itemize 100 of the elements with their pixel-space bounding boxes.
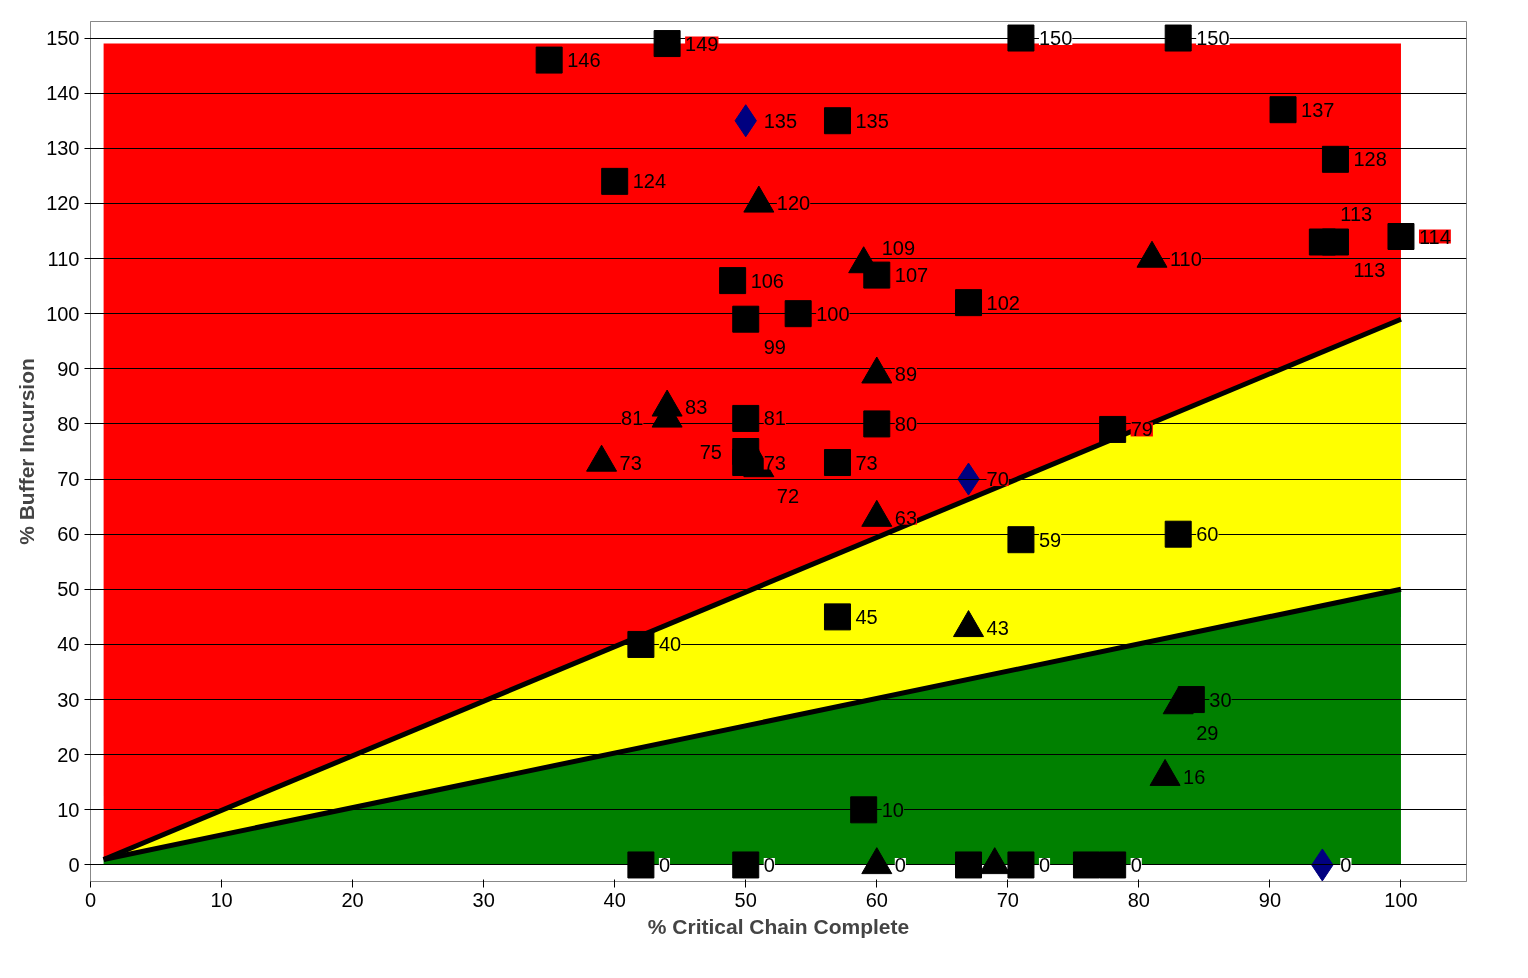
data-label: 73 [855, 451, 878, 474]
y-tick-label: 90 [57, 357, 80, 380]
point [1007, 851, 1035, 879]
point [1099, 851, 1127, 879]
data-label: 124 [632, 170, 667, 193]
data-label: 73 [763, 451, 786, 474]
point [1321, 145, 1349, 173]
point [1321, 228, 1349, 256]
y-axis-title: % Buffer Incursion [15, 358, 39, 545]
data-label: 150 [1196, 27, 1230, 50]
data-label: 16 [1183, 765, 1206, 788]
data-label: 0 [1340, 853, 1352, 876]
data-label: 120 [776, 192, 811, 215]
y-tick-label: 0 [68, 853, 80, 876]
y-tick-label: 100 [46, 302, 80, 325]
data-label: 113 [1340, 203, 1373, 226]
data-label: 102 [986, 291, 1020, 314]
data-label: 81 [763, 407, 786, 430]
data-label: 0 [1038, 853, 1051, 876]
data-label: 10 [881, 798, 904, 821]
point [955, 851, 983, 879]
point [732, 404, 760, 432]
point [732, 851, 760, 879]
data-label: 113 [1353, 259, 1386, 282]
point [1164, 520, 1192, 548]
point [535, 46, 563, 74]
data-label: 114 [1418, 225, 1451, 248]
data-label: 63 [894, 506, 918, 529]
data-label: 59 [1038, 528, 1062, 551]
y-tick-label: 140 [46, 82, 80, 105]
point [1072, 851, 1100, 879]
data-label: 72 [776, 485, 800, 508]
x-tick-label: 30 [472, 888, 495, 911]
point [1387, 223, 1415, 250]
data-label: 29 [1196, 722, 1219, 745]
y-tick-label: 130 [46, 137, 80, 160]
data-label: 73 [619, 451, 642, 474]
x-tick-label: 90 [1258, 888, 1282, 911]
data-label: 60 [1196, 523, 1219, 546]
data-label: 150 [1038, 27, 1073, 50]
y-tick-label: 60 [57, 523, 80, 546]
x-tick-label: 80 [1127, 888, 1151, 911]
y-tick-label: 120 [46, 192, 80, 215]
point [823, 603, 851, 631]
data-label: 135 [855, 109, 889, 132]
data-label: 99 [763, 336, 786, 359]
data-label: 106 [750, 269, 785, 292]
point [823, 107, 851, 135]
data-label: 137 [1301, 98, 1335, 121]
point [863, 410, 891, 438]
data-label: 81 [621, 407, 644, 430]
x-tick-label: 50 [734, 888, 757, 911]
data-label: 79 [1130, 418, 1153, 441]
y-tick-label: 40 [57, 633, 80, 656]
point [719, 267, 747, 295]
data-label: 89 [894, 363, 918, 386]
point [601, 167, 629, 195]
data-label: 107 [894, 264, 929, 287]
data-label: 83 [685, 396, 708, 419]
data-label: 80 [894, 412, 918, 435]
point [1007, 526, 1035, 554]
data-label: 30 [1209, 688, 1232, 711]
x-axis-title: % Critical Chain Complete [647, 914, 910, 938]
x-tick-label: 60 [865, 888, 888, 911]
y-tick-label: 50 [57, 578, 80, 601]
data-label: 149 [685, 32, 719, 55]
data-label: 128 [1353, 148, 1387, 171]
data-label: 43 [986, 616, 1009, 639]
x-tick-label: 20 [341, 888, 364, 911]
point [784, 300, 812, 328]
point [1164, 24, 1192, 52]
x-tick-label: 100 [1384, 888, 1418, 911]
data-label: 0 [1130, 853, 1142, 876]
point [627, 851, 655, 879]
data-label: 0 [763, 853, 775, 876]
x-tick-label: 0 [84, 888, 97, 911]
x-tick-label: 10 [210, 888, 233, 911]
point [653, 30, 681, 58]
y-tick-label: 110 [47, 247, 80, 270]
data-label: 109 [881, 237, 916, 260]
y-tick-label: 80 [57, 412, 80, 435]
data-label: 100 [816, 302, 850, 325]
point [823, 449, 851, 477]
data-label: 110 [1169, 247, 1202, 270]
data-label: 135 [763, 109, 798, 132]
point [955, 289, 983, 317]
y-tick-label: 150 [46, 27, 80, 50]
y-tick-label: 30 [57, 688, 80, 711]
y-tick-label: 10 [57, 798, 80, 821]
point [1269, 96, 1297, 124]
data-label: 45 [855, 605, 878, 628]
x-tick-label: 70 [996, 888, 1019, 911]
data-label: 0 [894, 853, 906, 876]
point [1007, 24, 1035, 52]
y-tick-label: 70 [57, 468, 80, 491]
point [732, 305, 760, 333]
y-tick-label: 20 [57, 743, 80, 766]
data-label: 146 [567, 49, 601, 72]
data-label: 70 [986, 468, 1009, 491]
data-label: 40 [658, 633, 682, 656]
